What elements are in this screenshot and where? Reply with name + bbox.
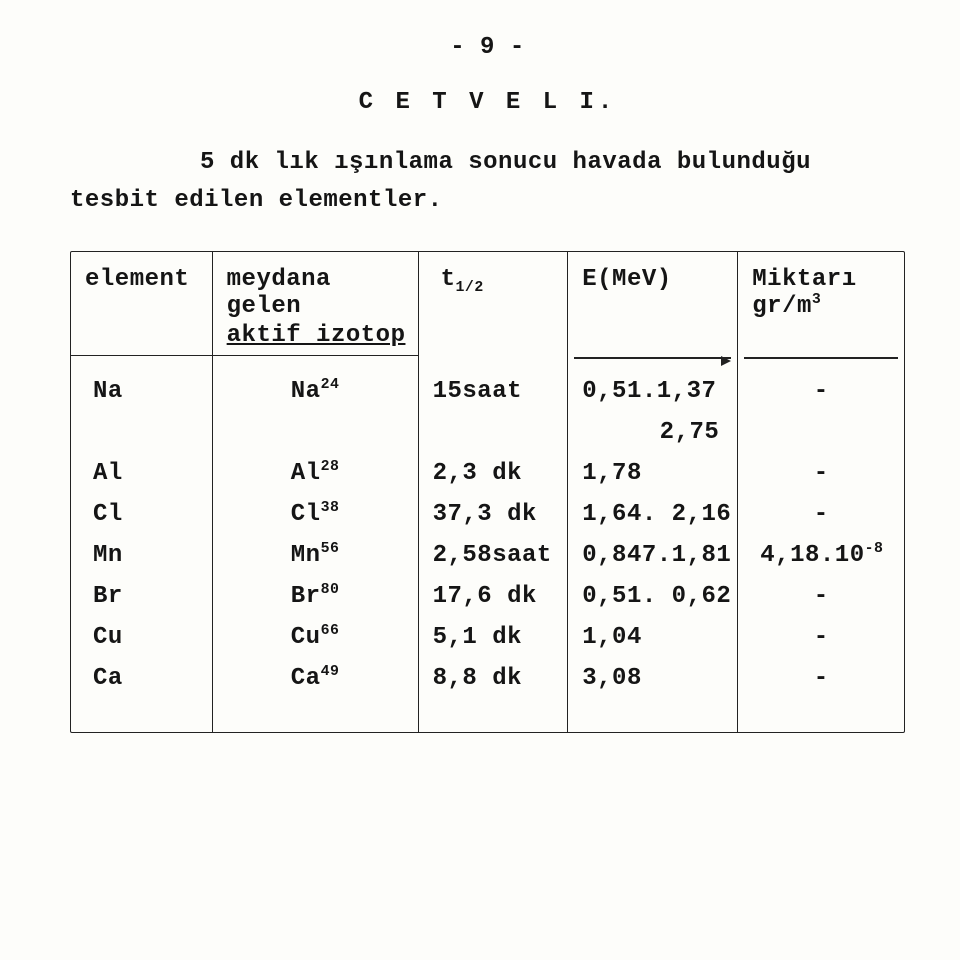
arrow-line bbox=[744, 357, 898, 359]
cell-energy: 1,78 bbox=[568, 452, 738, 493]
t-sub: 1/2 bbox=[456, 280, 484, 296]
cell-amount: - bbox=[738, 575, 904, 616]
cell-amount: - bbox=[738, 370, 904, 411]
cell-element: Al bbox=[71, 452, 212, 493]
cell-element: Ca bbox=[71, 657, 212, 732]
cell-amount: 4,18.10-8 bbox=[738, 534, 904, 575]
isotope-base: Ca bbox=[291, 665, 321, 692]
col-header-energy: E(MeV) bbox=[568, 252, 738, 356]
cell-isotope: Ca49 bbox=[212, 657, 418, 732]
amount-sup: 3 bbox=[812, 292, 821, 308]
isotope-sup: 28 bbox=[321, 459, 340, 475]
isotope-sup: 24 bbox=[321, 377, 340, 393]
cell-energy: 0,51.1,37 bbox=[568, 370, 738, 411]
isotope-base: Br bbox=[291, 583, 321, 610]
isotope-base: Na bbox=[291, 378, 321, 405]
arrow-line bbox=[574, 357, 731, 359]
cell-isotope: Na24 bbox=[212, 370, 418, 411]
isotope-sup: 49 bbox=[321, 664, 340, 680]
cell-isotope: Cl38 bbox=[212, 493, 418, 534]
isotope-sup: 38 bbox=[321, 500, 340, 516]
cell-energy: 0,847.1,81 bbox=[568, 534, 738, 575]
cell-amount: - bbox=[738, 452, 904, 493]
cell-amount: - bbox=[738, 657, 904, 732]
table-title: C E T V E L I. bbox=[70, 89, 905, 116]
table-row-extra: 2,75 bbox=[71, 411, 904, 452]
data-table-wrap: element meydana gelen t1/2 E(MeV) Miktar… bbox=[70, 251, 905, 733]
col-header-isotope-line1: meydana gelen bbox=[212, 252, 418, 322]
cell-halflife: 5,1 dk bbox=[418, 616, 568, 657]
isotope-base: Mn bbox=[291, 542, 321, 569]
cell-energy: 3,08 bbox=[568, 657, 738, 732]
cell-isotope: Br80 bbox=[212, 575, 418, 616]
header-spacer bbox=[71, 322, 212, 356]
document-page: - 9 - C E T V E L I. 5 dk lık ışınlama s… bbox=[0, 0, 960, 960]
cell-element: Cl bbox=[71, 493, 212, 534]
table-row: Mn Mn56 2,58saat 0,847.1,81 4,18.10-8 bbox=[71, 534, 904, 575]
cell-isotope: Cu66 bbox=[212, 616, 418, 657]
cell-halflife: 37,3 dk bbox=[418, 493, 568, 534]
col-header-amount: Miktarı gr/m3 bbox=[738, 252, 904, 356]
table-row: Cl Cl38 37,3 dk 1,64. 2,16 - bbox=[71, 493, 904, 534]
col-header-isotope-line2: aktif izotop bbox=[212, 322, 418, 356]
cell-halflife: 15saat bbox=[418, 370, 568, 411]
isotope-base: Cl bbox=[291, 501, 321, 528]
table-row: Na Na24 15saat 0,51.1,37 - bbox=[71, 370, 904, 411]
amount-sup: -8 bbox=[865, 541, 884, 557]
cell-amount: - bbox=[738, 493, 904, 534]
amount-label: Miktarı gr/m bbox=[752, 266, 856, 320]
isotope-sup: 80 bbox=[321, 582, 340, 598]
cell-halflife: 8,8 dk bbox=[418, 657, 568, 732]
cell-amount: - bbox=[738, 616, 904, 657]
cell-isotope: Mn56 bbox=[212, 534, 418, 575]
amount-base: 4,18.10 bbox=[760, 542, 864, 569]
cell-energy-extra: 2,75 bbox=[568, 411, 738, 452]
page-number: - 9 - bbox=[70, 34, 905, 61]
cell-halflife: 17,6 dk bbox=[418, 575, 568, 616]
isotope-sup: 66 bbox=[321, 623, 340, 639]
arrow-head-icon bbox=[721, 356, 731, 366]
cell-element: Na bbox=[71, 370, 212, 411]
cell-halflife: 2,3 dk bbox=[418, 452, 568, 493]
table-row: Cu Cu66 5,1 dk 1,04 - bbox=[71, 616, 904, 657]
isotope-sup: 56 bbox=[321, 541, 340, 557]
t-symbol: t bbox=[441, 266, 456, 293]
intro-paragraph: 5 dk lık ışınlama sonucu havada bulunduğ… bbox=[70, 144, 905, 221]
cell-energy: 0,51. 0,62 bbox=[568, 575, 738, 616]
cell-halflife: 2,58saat bbox=[418, 534, 568, 575]
isotope-base: Al bbox=[291, 460, 321, 487]
col-header-element: element bbox=[71, 252, 212, 322]
cell-isotope: Al28 bbox=[212, 452, 418, 493]
table-row: Br Br80 17,6 dk 0,51. 0,62 - bbox=[71, 575, 904, 616]
table-row: Al Al28 2,3 dk 1,78 - bbox=[71, 452, 904, 493]
col-header-halflife: t1/2 bbox=[418, 252, 568, 356]
cell-element: Br bbox=[71, 575, 212, 616]
cell-element: Cu bbox=[71, 616, 212, 657]
table-row: Ca Ca49 8,8 dk 3,08 - bbox=[71, 657, 904, 732]
cell-element: Mn bbox=[71, 534, 212, 575]
isotope-table: element meydana gelen t1/2 E(MeV) Miktar… bbox=[71, 252, 904, 732]
cell-energy: 1,64. 2,16 bbox=[568, 493, 738, 534]
isotope-base: Cu bbox=[291, 624, 321, 651]
cell-energy: 1,04 bbox=[568, 616, 738, 657]
